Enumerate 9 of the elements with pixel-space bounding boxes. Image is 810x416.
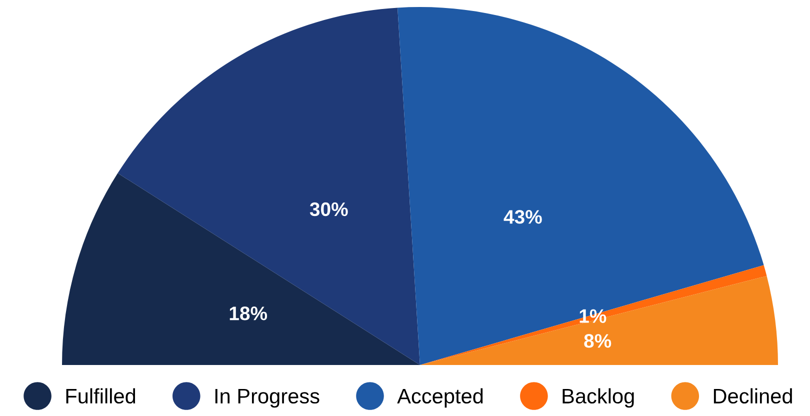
data-label: 30% xyxy=(310,202,348,216)
legend-label: Fulfilled xyxy=(66,388,136,404)
legend-label: In Progress xyxy=(215,388,320,408)
legend-label: Accepted xyxy=(397,388,483,408)
data-label: 43% xyxy=(504,210,542,224)
data-label: 8% xyxy=(584,334,612,348)
legend-label: Backlog xyxy=(562,388,634,408)
data-label: 18% xyxy=(230,306,268,320)
legend-label: Declined xyxy=(714,388,792,404)
